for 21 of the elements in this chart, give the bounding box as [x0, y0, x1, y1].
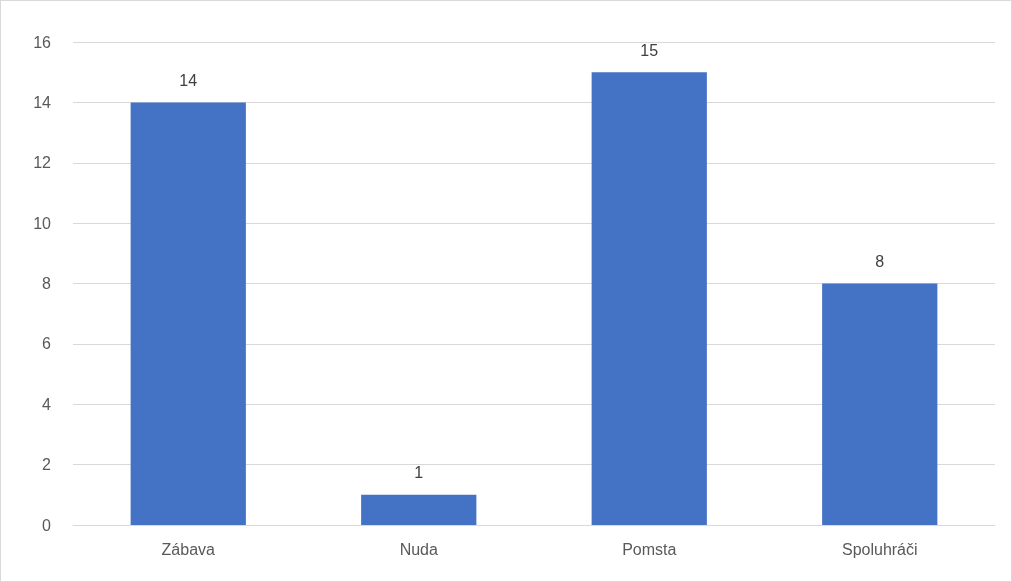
data-label: 8: [875, 253, 885, 270]
y-tick-label: 10: [33, 214, 52, 232]
bar: [361, 494, 477, 525]
bar: [591, 72, 707, 525]
y-tick-label: 2: [42, 456, 52, 474]
y-tick-label: 8: [42, 275, 52, 292]
data-label: 14: [179, 71, 198, 89]
bar: [822, 283, 938, 525]
x-tick-label: Pomsta: [622, 540, 677, 558]
y-tick-label: 12: [33, 154, 52, 172]
y-tick-label: 16: [33, 33, 52, 51]
x-tick-label: Zábava: [161, 540, 216, 558]
bar: [130, 102, 246, 525]
y-tick-label: 6: [42, 335, 52, 353]
data-label: 15: [640, 41, 659, 59]
y-tick-label: 0: [42, 516, 52, 534]
x-tick-label: Spoluhráči: [841, 540, 918, 558]
x-tick-label: Nuda: [399, 540, 438, 558]
data-label: 1: [414, 464, 424, 482]
y-tick-label: 4: [42, 395, 52, 413]
y-tick-label: 14: [33, 93, 52, 111]
